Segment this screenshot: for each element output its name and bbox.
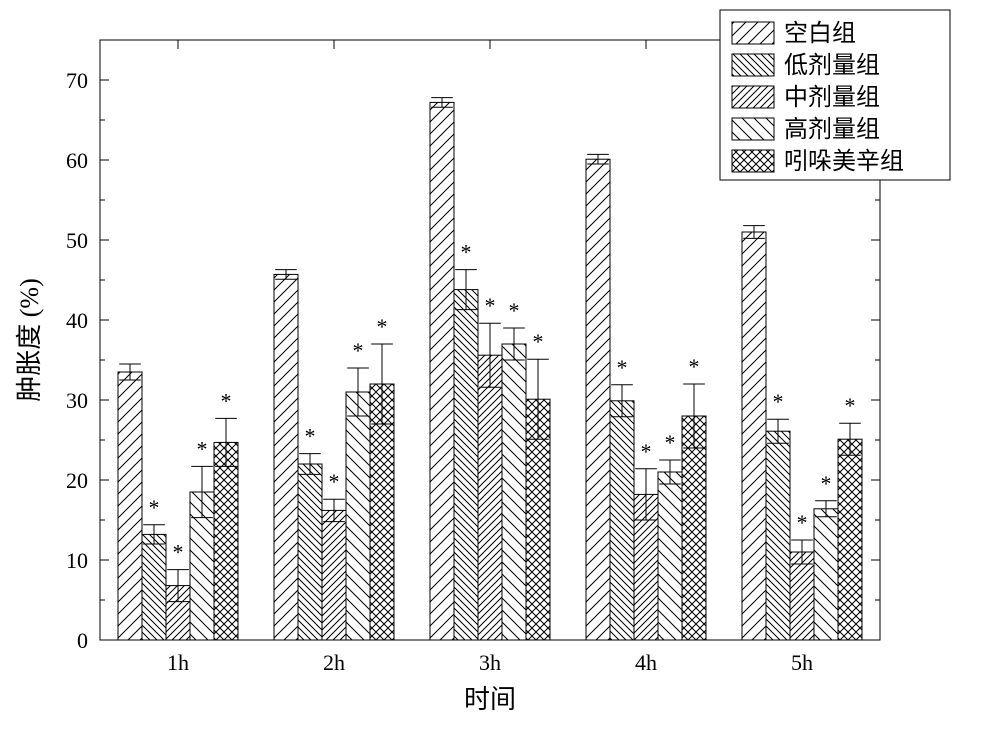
bar <box>610 401 634 640</box>
ytick-label: 0 <box>77 628 88 653</box>
significance-star: * <box>377 314 388 339</box>
legend-label: 高剂量组 <box>784 116 880 143</box>
significance-star: * <box>641 439 652 464</box>
significance-star: * <box>221 388 232 413</box>
xtick-label: 1h <box>167 650 189 675</box>
legend-swatch <box>732 54 774 76</box>
bar <box>742 232 766 640</box>
significance-star: * <box>617 355 628 380</box>
ytick-label: 60 <box>66 148 88 173</box>
bar <box>454 290 478 640</box>
legend-swatch <box>732 150 774 172</box>
legend-label: 空白组 <box>784 20 856 47</box>
significance-star: * <box>509 298 520 323</box>
ytick-label: 40 <box>66 308 88 333</box>
significance-star: * <box>149 495 160 520</box>
bar <box>118 372 142 640</box>
significance-star: * <box>797 510 808 535</box>
ytick-label: 10 <box>66 548 88 573</box>
bar <box>814 509 838 640</box>
legend-label: 吲哚美辛组 <box>784 148 904 175</box>
ytick-label: 50 <box>66 228 88 253</box>
ytick-label: 30 <box>66 388 88 413</box>
xtick-label: 3h <box>479 650 501 675</box>
significance-star: * <box>845 393 856 418</box>
ytick-label: 20 <box>66 468 88 493</box>
bar <box>346 392 370 640</box>
xaxis-title: 时间 <box>464 685 516 714</box>
significance-star: * <box>533 329 544 354</box>
bar <box>430 102 454 640</box>
legend: 空白组低剂量组中剂量组高剂量组吲哚美辛组 <box>720 10 950 180</box>
legend-swatch <box>732 22 774 44</box>
ytick-label: 70 <box>66 68 88 93</box>
significance-star: * <box>173 540 184 565</box>
yaxis-title: 肿胀度 (%) <box>15 278 44 401</box>
legend-label: 低剂量组 <box>784 52 880 79</box>
significance-star: * <box>305 424 316 449</box>
legend-swatch <box>732 118 774 140</box>
significance-star: * <box>485 293 496 318</box>
significance-star: * <box>773 389 784 414</box>
chart-svg: 0 10 20 30 40 50 60 70 1h 2h 3h 4h 5h * * * * * * * * * * * * * *… <box>0 0 1000 742</box>
significance-star: * <box>665 430 676 455</box>
bar <box>298 464 322 640</box>
significance-star: * <box>821 471 832 496</box>
bar <box>838 439 862 640</box>
bar <box>790 552 814 640</box>
significance-star: * <box>689 354 700 379</box>
bar <box>142 534 166 640</box>
significance-star: * <box>329 469 340 494</box>
bar <box>322 510 346 640</box>
legend-label: 中剂量组 <box>784 84 880 111</box>
bar <box>586 159 610 640</box>
bar <box>658 472 682 640</box>
bar <box>274 274 298 640</box>
significance-star: * <box>197 436 208 461</box>
bar <box>502 344 526 640</box>
bar <box>766 431 790 640</box>
xtick-label: 4h <box>635 650 657 675</box>
bar <box>682 416 706 640</box>
bar <box>214 442 238 640</box>
significance-star: * <box>461 240 472 265</box>
legend-swatch <box>732 86 774 108</box>
bar <box>478 355 502 640</box>
chart-container: 0 10 20 30 40 50 60 70 1h 2h 3h 4h 5h * * * * * * * * * * * * * *… <box>0 0 1000 742</box>
xtick-label: 2h <box>323 650 345 675</box>
xtick-label: 5h <box>791 650 813 675</box>
significance-star: * <box>353 338 364 363</box>
